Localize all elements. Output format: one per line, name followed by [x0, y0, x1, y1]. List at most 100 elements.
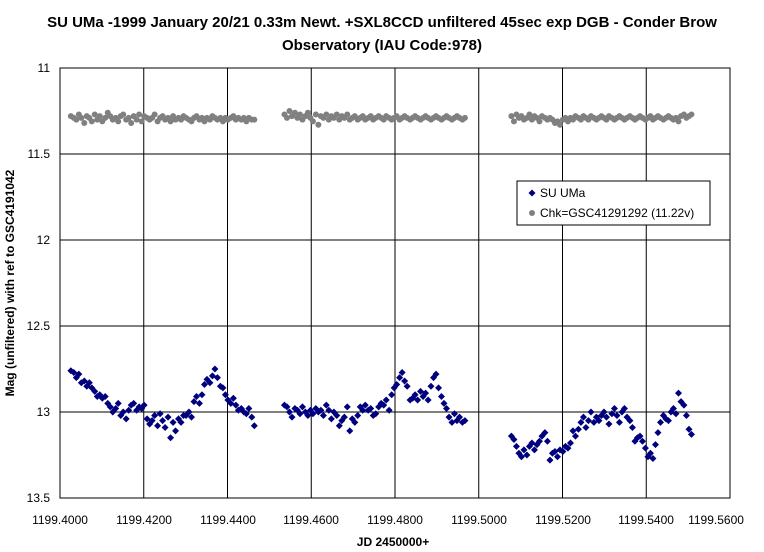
su-uma-point	[674, 389, 682, 397]
su-uma-point	[393, 380, 401, 388]
check-star-point	[128, 120, 135, 127]
check-star-point	[291, 109, 298, 116]
su-uma-point	[517, 453, 525, 461]
check-star-point	[78, 114, 85, 121]
su-uma-point	[75, 370, 83, 378]
check-star-point	[526, 111, 533, 118]
su-uma-point	[333, 411, 341, 419]
su-uma-point	[587, 408, 595, 416]
check-star-point	[315, 121, 322, 128]
su-uma-point	[359, 406, 367, 414]
su-uma-point	[140, 401, 148, 409]
check-star-point	[283, 114, 290, 121]
su-uma-point	[620, 405, 628, 413]
su-uma-point	[664, 417, 672, 425]
check-star-point	[344, 111, 351, 118]
data-points	[67, 108, 695, 464]
su-uma-point	[172, 427, 180, 435]
su-uma-point	[296, 410, 304, 418]
y-tick-label: 13	[37, 405, 51, 419]
su-uma-point	[546, 456, 554, 464]
su-uma-point	[574, 425, 582, 433]
check-star-point	[96, 113, 103, 120]
legend-label-check-star: Chk=GSC41291292 (11.22v)	[540, 206, 694, 220]
su-uma-point	[106, 403, 114, 411]
y-tick-label: 11.5	[28, 147, 51, 161]
check-star-point	[73, 116, 80, 123]
check-star-point	[323, 111, 330, 118]
x-axis-ticks: 1199.4000 1199.4200 1199.4400 1199.4600 …	[32, 513, 744, 527]
su-uma-point	[510, 436, 518, 444]
su-uma-point	[600, 408, 608, 416]
su-uma-point	[613, 411, 621, 419]
su-uma-point	[641, 444, 649, 452]
check-star-point	[251, 116, 258, 123]
legend-label-su-uma: SU UMa	[540, 186, 586, 200]
su-uma-point	[122, 415, 130, 423]
su-uma-point	[119, 408, 127, 416]
su-uma-point	[424, 396, 432, 404]
su-uma-point	[164, 413, 172, 421]
su-uma-point	[669, 405, 677, 413]
su-uma-point	[213, 374, 221, 382]
su-uma-point	[327, 415, 335, 423]
su-uma-point	[309, 410, 317, 418]
check-star-point	[91, 111, 98, 118]
su-uma-point	[553, 453, 561, 461]
su-uma-point	[396, 374, 404, 382]
x-tick-label: 1199.4400	[200, 513, 256, 527]
check-star-point	[556, 121, 563, 128]
check-star-point	[333, 111, 340, 118]
su-uma-point	[346, 427, 354, 435]
gridlines	[60, 68, 730, 498]
su-uma-point	[148, 417, 156, 425]
check-star-point	[136, 111, 143, 118]
x-tick-label: 1199.5200	[535, 513, 591, 527]
su-uma-point	[437, 393, 445, 401]
check-star-point	[125, 114, 132, 121]
su-uma-point	[398, 368, 406, 376]
su-uma-point	[130, 399, 138, 407]
su-uma-point	[605, 420, 613, 428]
su-uma-point	[535, 437, 543, 445]
su-uma-point	[248, 413, 256, 421]
su-uma-point	[340, 413, 348, 421]
check-star-point	[88, 118, 95, 125]
su-uma-point	[584, 417, 592, 425]
su-uma-point	[177, 418, 185, 426]
su-uma-point	[161, 423, 169, 431]
su-uma-point	[443, 405, 451, 413]
su-uma-point	[351, 418, 359, 426]
check-star-point	[102, 114, 109, 121]
su-uma-point	[195, 399, 203, 407]
su-uma-point	[628, 423, 636, 431]
su-uma-point	[380, 401, 388, 409]
su-uma-point	[403, 382, 411, 390]
check-star-point	[167, 118, 174, 125]
su-uma-point	[414, 396, 422, 404]
su-uma-point	[626, 417, 634, 425]
series-su-uma	[67, 365, 695, 464]
su-uma-point	[530, 446, 538, 454]
su-uma-point	[541, 429, 549, 437]
su-uma-point	[651, 441, 659, 449]
su-uma-point	[450, 410, 458, 418]
su-uma-point	[649, 454, 657, 462]
su-uma-point	[169, 418, 177, 426]
su-uma-point	[114, 399, 122, 407]
su-uma-point	[198, 391, 206, 399]
su-uma-point	[151, 411, 159, 419]
x-axis-label: JD 2450000+	[357, 535, 429, 549]
su-uma-point	[317, 406, 325, 414]
x-tick-label: 1199.4600	[283, 513, 339, 527]
su-uma-point	[125, 406, 133, 414]
su-uma-point	[577, 418, 585, 426]
chart-title-line-1: SU UMa -1999 January 20/21 0.33m Newt. +…	[47, 14, 717, 31]
check-star-point	[81, 120, 88, 127]
legend: SU UMa Chk=GSC41291292 (11.22v)	[516, 180, 711, 226]
x-tick-label: 1199.5600	[688, 513, 744, 527]
y-axis-label: Mag (unfiltered) with ref to GSC4191042	[3, 169, 17, 396]
su-uma-point	[221, 391, 229, 399]
x-tick-label: 1199.5400	[618, 513, 674, 527]
